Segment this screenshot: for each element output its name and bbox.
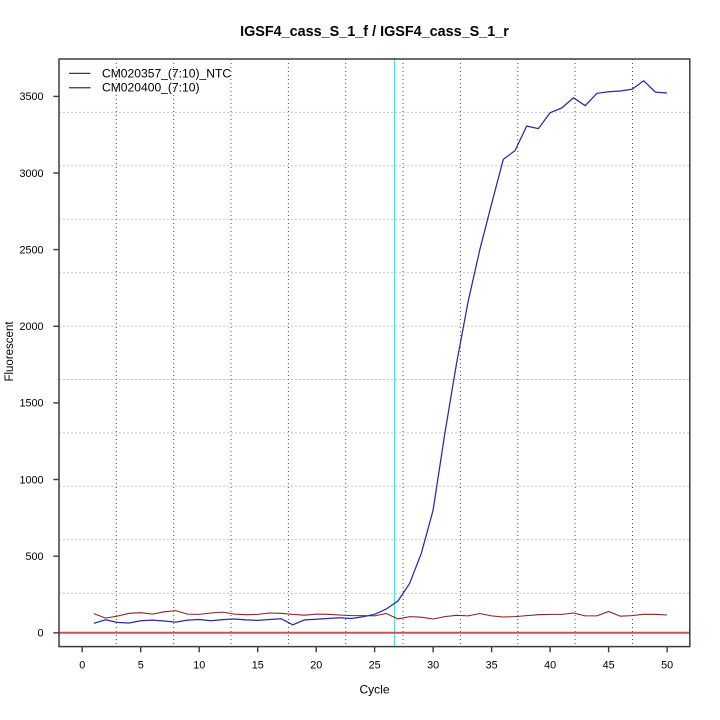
svg-text:20: 20: [310, 660, 322, 672]
svg-text:30: 30: [427, 660, 439, 672]
svg-text:0: 0: [37, 628, 43, 640]
svg-text:1000: 1000: [19, 474, 43, 486]
svg-text:0: 0: [79, 660, 85, 672]
svg-text:CM020400_(7:10): CM020400_(7:10): [102, 81, 199, 95]
svg-text:15: 15: [252, 660, 264, 672]
svg-text:2000: 2000: [19, 321, 43, 333]
svg-text:Fluorescent: Fluorescent: [4, 321, 16, 382]
svg-text:45: 45: [603, 660, 615, 672]
svg-text:50: 50: [661, 660, 673, 672]
svg-text:1500: 1500: [19, 398, 43, 410]
svg-text:35: 35: [486, 660, 498, 672]
svg-text:3000: 3000: [19, 168, 43, 180]
svg-text:CM020357_(7:10)_NTC: CM020357_(7:10)_NTC: [102, 66, 231, 80]
svg-text:2500: 2500: [19, 244, 43, 256]
svg-text:IGSF4_cass_S_1_f / IGSF4_cass_: IGSF4_cass_S_1_f / IGSF4_cass_S_1_r: [240, 24, 509, 40]
svg-text:25: 25: [369, 660, 381, 672]
svg-text:5: 5: [138, 660, 144, 672]
svg-text:500: 500: [25, 551, 43, 563]
svg-text:40: 40: [544, 660, 556, 672]
svg-text:3500: 3500: [19, 91, 43, 103]
svg-text:Cycle: Cycle: [359, 683, 389, 697]
svg-text:10: 10: [193, 660, 205, 672]
